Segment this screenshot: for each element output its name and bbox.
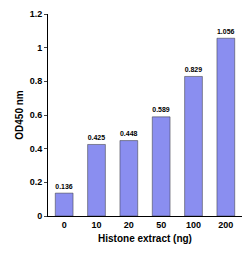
svg-text:200: 200 [218, 220, 233, 230]
svg-text:10: 10 [91, 220, 101, 230]
svg-text:0: 0 [62, 220, 67, 230]
svg-text:50: 50 [156, 220, 166, 230]
svg-text:0.448: 0.448 [120, 130, 138, 137]
svg-text:1.2: 1.2 [30, 9, 43, 19]
svg-text:0.6: 0.6 [30, 110, 43, 120]
svg-text:20: 20 [124, 220, 134, 230]
svg-text:1.056: 1.056 [217, 28, 235, 35]
svg-text:Histone extract (ng): Histone extract (ng) [98, 233, 192, 244]
svg-text:0.2: 0.2 [30, 177, 43, 187]
svg-text:0.136: 0.136 [55, 183, 73, 190]
svg-text:100: 100 [186, 220, 201, 230]
svg-text:1: 1 [37, 43, 42, 53]
svg-text:0: 0 [37, 211, 42, 221]
svg-text:OD450 nm: OD450 nm [14, 90, 25, 140]
svg-text:0.4: 0.4 [30, 144, 43, 154]
svg-text:0.829: 0.829 [185, 66, 203, 73]
svg-text:0.589: 0.589 [152, 106, 170, 113]
svg-text:0.425: 0.425 [88, 134, 106, 141]
svg-text:0.8: 0.8 [30, 76, 43, 86]
